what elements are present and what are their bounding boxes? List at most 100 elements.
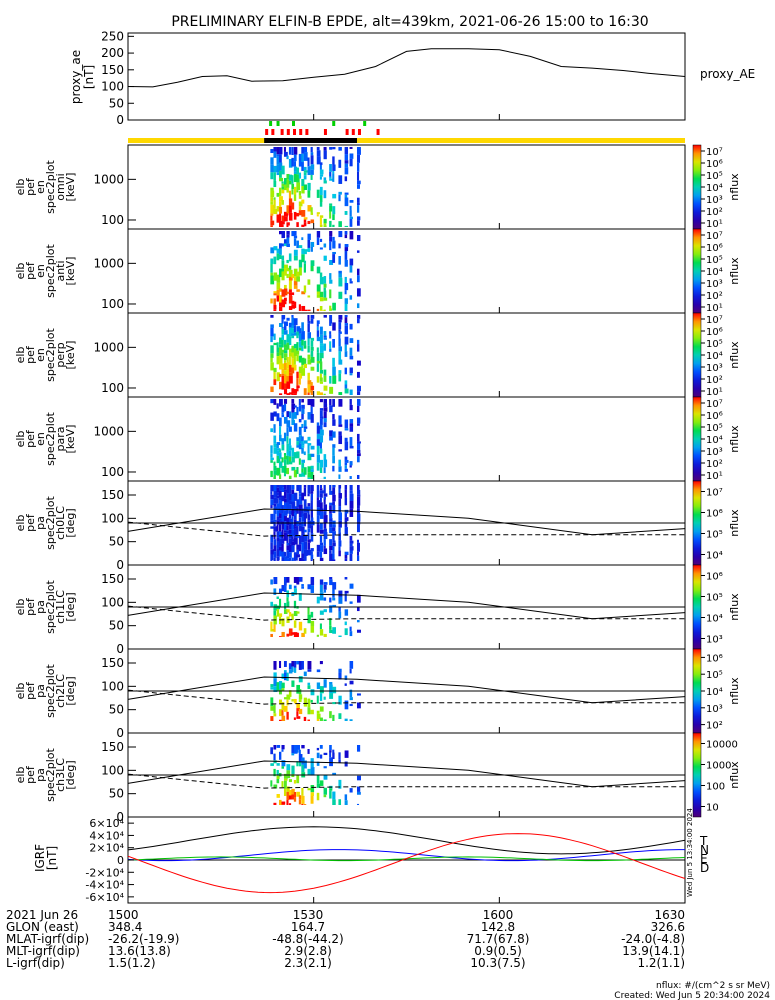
spectrogram-pixel xyxy=(316,326,319,331)
spectrogram-pixel xyxy=(319,780,324,786)
panel-ylabel: omni xyxy=(54,173,67,200)
colorbar-tick-label: 10¹ xyxy=(706,387,723,398)
spectrogram-pixel xyxy=(301,153,304,163)
spectrogram-pixel xyxy=(293,528,298,538)
spectrogram-pixel xyxy=(332,527,336,532)
spectrogram-pixel xyxy=(316,718,320,721)
spectrogram-pixel xyxy=(344,527,348,536)
spectrogram-pixel xyxy=(338,466,342,472)
proxy-ae-ytick-label: 50 xyxy=(109,96,124,110)
spectrogram-pixel xyxy=(310,356,315,363)
spectrogram-pixel xyxy=(356,171,360,181)
spectrogram-pixel xyxy=(288,485,292,494)
spectrogram-pixel xyxy=(301,521,304,527)
spectrogram-pixel xyxy=(301,516,305,522)
spectrogram-pixel xyxy=(276,206,281,212)
spectrogram-pixel xyxy=(281,373,286,376)
spectrogram-pixel xyxy=(286,510,289,514)
spectrogram-pixel xyxy=(276,498,279,504)
spectrogram-pixel xyxy=(291,399,295,404)
spectrogram-pixel xyxy=(296,326,301,332)
spectrogram-pixel xyxy=(286,334,290,343)
spectrogram-pixel xyxy=(273,503,277,507)
spectrogram-pixel xyxy=(279,347,283,356)
spectrogram-pixel xyxy=(310,453,315,457)
colorbar xyxy=(692,396,702,482)
spectrogram-pixel xyxy=(344,509,349,514)
ephemeris-row-label: L-igrf(dip) xyxy=(6,956,65,970)
spectrogram-pixel xyxy=(276,282,281,290)
spectrogram-pixel xyxy=(291,345,295,353)
spectrogram-pixel xyxy=(276,487,281,493)
spectrogram-pixel xyxy=(283,288,288,296)
spectrogram-pixel xyxy=(319,490,324,494)
spectrogram-pixel xyxy=(276,495,280,499)
spectrogram-pixel xyxy=(283,510,288,516)
spectrogram-pixel xyxy=(270,460,273,463)
spectrogram-pixel xyxy=(286,225,289,227)
spectrogram-pixel xyxy=(329,521,333,528)
spectrogram-pixel xyxy=(281,557,286,561)
spectrogram-pixel xyxy=(338,415,342,425)
spectrogram-pixel xyxy=(291,466,296,471)
spectrogram-pixel xyxy=(288,352,292,357)
spectrogram-pixel xyxy=(293,285,298,289)
spectrogram-pixel xyxy=(293,661,297,668)
spectrogram-pixel xyxy=(303,518,307,527)
spectrogram-pixel xyxy=(332,501,335,506)
ephemeris-row-label: GLON (east) xyxy=(6,920,79,934)
spectrogram-pixel xyxy=(298,341,302,348)
panel-ylabel: spec2plot xyxy=(44,748,57,802)
figure-title: PRELIMINARY ELFIN-B EPDE, alt=439km, 202… xyxy=(171,14,648,30)
spectrogram-pixel xyxy=(273,208,278,215)
spectrogram-pixel xyxy=(316,497,319,501)
spectrogram-pixel xyxy=(310,485,314,492)
spectrogram-pixel xyxy=(338,635,342,637)
spectrogram-pixel xyxy=(323,225,327,227)
spectrogram-pixel xyxy=(286,179,290,188)
spectrogram-pixel xyxy=(301,368,306,376)
spectrogram-pixel xyxy=(291,613,294,620)
spectrogram-pixel xyxy=(281,682,285,689)
spectrogram-pixel xyxy=(303,560,307,561)
spectrogram-pixel xyxy=(296,520,299,527)
ephemeris-value: 1.2(1.1) xyxy=(637,956,685,970)
spectrogram-pixel xyxy=(349,258,354,266)
spectrogram-pixel xyxy=(301,447,304,454)
spectrogram-pixel xyxy=(279,485,283,491)
colorbar-tick-label: 10⁴ xyxy=(706,551,723,562)
spectrogram-pixel xyxy=(349,535,353,541)
spectrogram-pixel xyxy=(283,239,287,244)
spectrogram-pixel xyxy=(276,524,279,532)
spectrogram-pixel xyxy=(283,498,287,503)
colorbar xyxy=(692,648,702,734)
pa-ytick-label: 100 xyxy=(101,763,124,777)
spectrogram-pixel xyxy=(307,607,310,615)
ephemeris-value: 0.9(0.5) xyxy=(474,944,522,958)
panel-ylabel: spec2plot xyxy=(44,412,57,466)
spectrogram-pixel xyxy=(288,557,292,561)
spectrogram-pixel xyxy=(338,713,342,720)
colorbar-label: nflux xyxy=(728,677,741,705)
spectrogram-pixel xyxy=(273,745,277,750)
spectrogram-pixel xyxy=(270,780,273,787)
spectrogram-pixel xyxy=(310,792,314,797)
spectrogram-pixel xyxy=(293,249,298,256)
spectrogram-pixel xyxy=(349,231,354,240)
spectrogram-pixel xyxy=(356,360,361,366)
spectrogram-pixel xyxy=(349,626,352,632)
spectrogram-pixel xyxy=(279,508,282,514)
spectrogram-pixel xyxy=(288,493,292,501)
spectrogram-pixel xyxy=(310,318,314,324)
spectrogram-pixel xyxy=(279,513,283,519)
spectrogram-pixel xyxy=(298,172,302,179)
spectrogram-pixel xyxy=(293,276,298,282)
spectrogram-pixel xyxy=(323,589,327,593)
spectrogram-pixel xyxy=(323,476,326,479)
spectrogram-pixel xyxy=(283,330,288,335)
spectrogram-pixel xyxy=(296,661,300,665)
spectrogram-pixel xyxy=(329,505,332,514)
spectrogram-pixel xyxy=(344,794,348,801)
spectrogram-pixel xyxy=(281,529,284,539)
spectrogram-pixel xyxy=(344,176,348,182)
